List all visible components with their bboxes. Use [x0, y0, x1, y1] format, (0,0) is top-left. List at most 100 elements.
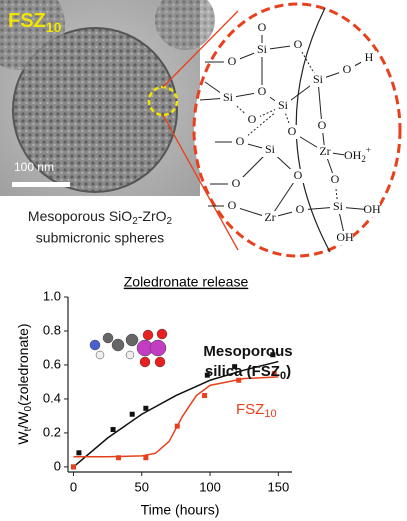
caption-part: -ZrO: [138, 208, 167, 224]
atom-label: O: [296, 202, 305, 216]
data-point: [116, 455, 122, 461]
y-label-part: t: [23, 428, 34, 431]
y-label-part: /W: [15, 411, 31, 429]
molecule-atom: [139, 356, 151, 368]
atom-label: OH: [363, 202, 381, 216]
tem-label-main: FSZ: [8, 10, 46, 32]
x-tick-label: 100: [199, 479, 221, 494]
molecule-atom: [154, 356, 166, 368]
y-label-part: W: [15, 431, 31, 445]
atom-label: Si: [278, 98, 289, 112]
atom-label: O: [228, 198, 237, 212]
zoom-line: [162, 10, 239, 88]
series-label: silica (FSZ0): [205, 363, 291, 382]
caption-sub: 2: [167, 216, 173, 227]
molecule-atom: [95, 350, 105, 360]
atom-bg: [344, 149, 360, 163]
data-point: [204, 372, 210, 378]
atom-bg: [228, 177, 244, 191]
atom-bg: [262, 211, 278, 225]
data-point: [70, 464, 76, 470]
atom-bg: [290, 38, 306, 52]
molecule-atom: [125, 350, 135, 360]
tem-label-sub: 10: [46, 19, 62, 35]
data-point: [110, 427, 116, 433]
atom-bg: [284, 125, 300, 139]
atom-label: Zr: [319, 144, 330, 158]
y-tick-label: 1.0: [43, 288, 61, 303]
fit-line: [72, 360, 279, 468]
data-point: [143, 455, 149, 461]
scale-bar-label: 100 nm: [14, 160, 54, 174]
x-tick-label: 50: [135, 479, 149, 494]
atom-label: H: [365, 50, 374, 64]
caption-part: Mesoporous SiO: [28, 208, 132, 224]
y-axis-label: Wt/W0(zoledronate): [15, 323, 34, 444]
x-axis-label: Time (hours): [141, 502, 220, 518]
atom-label: O: [331, 172, 340, 186]
atom-label: O: [236, 134, 245, 148]
atom-bg: [317, 145, 333, 159]
caption-sub: 2: [132, 216, 138, 227]
atom-bg: [337, 231, 353, 245]
atom-label: Si: [257, 42, 268, 56]
atom-bg: [254, 85, 270, 99]
atom-bg: [232, 135, 248, 149]
tem-image: 100 nm FSZ10: [0, 0, 215, 196]
x-tick-label: 0: [70, 479, 77, 494]
chart-title: Zoledronate release: [124, 274, 249, 290]
atom-bg: [310, 73, 326, 87]
atom-label: O: [258, 20, 267, 34]
molecule-atom: [142, 329, 154, 341]
atom-bg: [290, 169, 306, 183]
atom-label: O: [228, 54, 237, 68]
molecule-atom: [149, 339, 167, 357]
bond: [317, 79, 323, 127]
y-tick-label: 0.4: [43, 390, 61, 405]
atom-part: 2: [361, 154, 366, 164]
atom-label: O: [288, 124, 297, 138]
atom-part: OH: [344, 148, 362, 162]
tem-label: FSZ10: [8, 10, 62, 34]
caption-line: Mesoporous SiO2-ZrO2: [28, 208, 173, 227]
y-label-part: (zoledronate): [15, 323, 31, 406]
series-label-part: FSZ: [236, 401, 264, 418]
y-tick-label: 0.8: [43, 322, 61, 337]
molecule-atom: [89, 339, 101, 351]
data-point: [129, 411, 135, 417]
atom-label: O: [232, 176, 241, 190]
caption-line: submicronic spheres: [36, 230, 164, 246]
chart: Zoledronate release 0 0.2 0.4 0.6 0.8 1.0 0 50 10…: [15, 274, 293, 518]
y-label-part: 0: [23, 405, 34, 411]
atom-bg: [364, 203, 380, 217]
atom-label: OH2+: [344, 145, 371, 164]
atom-bg: [314, 119, 330, 133]
series-label-part: 10: [264, 408, 276, 420]
atom-bg: [330, 200, 346, 214]
atom-bg: [292, 203, 308, 217]
data-point: [271, 370, 277, 376]
atom-bg: [220, 91, 236, 105]
atom-bg: [254, 21, 270, 35]
data-point: [76, 450, 82, 456]
x-tick-label: 150: [267, 479, 289, 494]
data-point: [236, 377, 242, 383]
molecule-atom: [102, 332, 114, 344]
zoom-line: [162, 114, 239, 251]
molecule-atom: [156, 328, 168, 340]
atom-bg: [339, 63, 355, 77]
data-point: [174, 423, 180, 429]
atom-bg: [224, 55, 240, 69]
atom-label: Si: [313, 72, 324, 86]
y-tick-label: 0: [54, 458, 61, 473]
atom-label: O: [294, 168, 303, 182]
atom-label: O: [343, 62, 352, 76]
atom-bg: [254, 43, 270, 57]
atom-bg: [224, 199, 240, 213]
atom-label: O: [318, 118, 327, 132]
data-point: [143, 405, 149, 411]
data-point: [270, 352, 276, 358]
series-label: Mesoporous: [203, 343, 292, 360]
